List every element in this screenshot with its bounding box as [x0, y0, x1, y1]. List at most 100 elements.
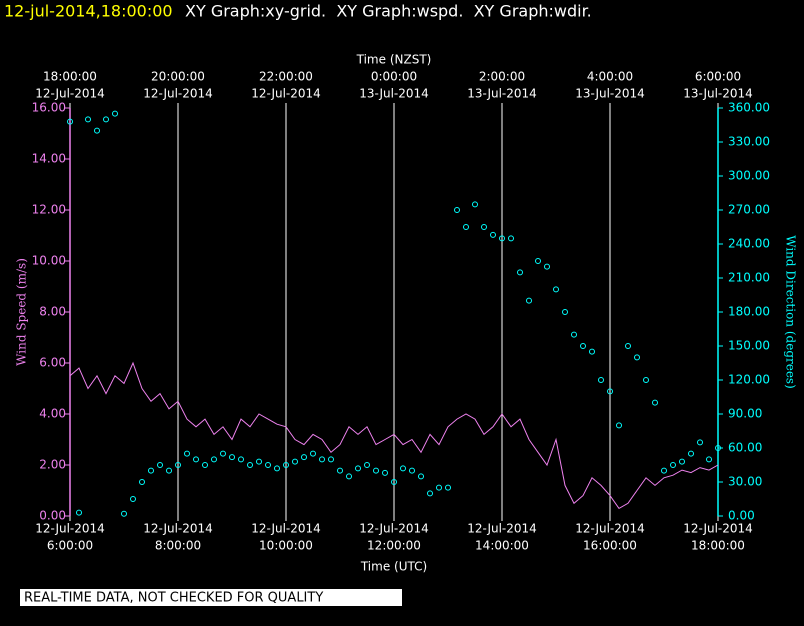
x-tick-label: 12-Jul-2014 [467, 522, 537, 536]
wind-direction-point [130, 496, 136, 502]
wind-direction-point [391, 479, 397, 485]
wind-direction-point [175, 462, 181, 468]
y2-tick-label: 270.00 [728, 203, 770, 217]
x2-tick-label: 0:00:00 [371, 70, 417, 84]
y2-tick-label: 300.00 [728, 169, 770, 183]
wind-direction-point [238, 456, 244, 463]
x-tick-label: 12-Jul-2014 [251, 522, 321, 536]
wind-direction-point [607, 388, 613, 395]
wind-direction-point [382, 469, 388, 476]
x-tick-label: 16:00:00 [583, 539, 637, 553]
wind-direction-point [598, 377, 604, 383]
wind-direction-point [310, 450, 316, 457]
x2-tick-label: 13-Jul-2014 [683, 87, 753, 101]
wind-direction-point [436, 484, 442, 491]
y2-tick-label: 330.00 [728, 135, 770, 149]
x-tick-label: 14:00:00 [475, 539, 529, 553]
wind-direction-point [220, 450, 226, 457]
y2-tick-label: 120.00 [728, 373, 770, 387]
wind-direction-point [463, 224, 469, 230]
wind-direction-point [526, 297, 532, 304]
wind-direction-point [544, 263, 550, 270]
wind-direction-point [85, 116, 91, 123]
x2-tick-label: 6:00:00 [695, 70, 741, 84]
wind-direction-point [202, 462, 208, 468]
y2-axis-title: Wind Direction (degrees) [784, 235, 798, 389]
wind-direction-point [193, 456, 199, 463]
wind-direction-point [184, 450, 190, 457]
wind-direction-point [157, 462, 163, 468]
x2-tick-label: 22:00:00 [259, 70, 313, 84]
y-tick-label: 8.00 [39, 305, 66, 319]
wind-direction-point [400, 465, 406, 472]
wind-direction-point [445, 484, 451, 491]
wind-direction-point [328, 456, 334, 463]
timestamp: 12-jul-2014,18:00:00 [4, 2, 173, 21]
wind-direction-point [76, 509, 82, 516]
wind-direction-point [139, 479, 145, 485]
wind-direction-point [94, 127, 100, 134]
x2-tick-label: 2:00:00 [479, 70, 525, 84]
x2-axis-title: Time (NZST) [356, 53, 432, 67]
wind-direction-point [274, 465, 280, 472]
wind-direction-point [499, 235, 505, 242]
quality-note: REAL-TIME DATA, NOT CHECKED FOR QUALITY [24, 591, 323, 606]
wind-direction-point [112, 110, 118, 117]
wind-direction-point [481, 224, 487, 230]
wind-direction-point [517, 269, 523, 276]
wind-direction-point [679, 458, 685, 465]
wind-direction-point [337, 467, 343, 474]
wind-direction-point [688, 450, 694, 457]
x-tick-label: 12-Jul-2014 [143, 522, 213, 536]
y2-tick-label: 60.00 [728, 441, 762, 455]
y-tick-label: 10.00 [32, 254, 66, 268]
wind-speed-line [69, 361, 719, 510]
x2-tick-label: 12-Jul-2014 [251, 87, 321, 101]
wind-direction-point [148, 467, 154, 474]
wind-direction-point [652, 399, 658, 406]
wind-direction-point [247, 462, 253, 468]
wind-direction-point [346, 473, 352, 480]
x-tick-label: 12-Jul-2014 [359, 522, 429, 536]
x2-tick-label: 13-Jul-2014 [575, 87, 645, 101]
wind-direction-point [580, 343, 586, 349]
y2-tick-label: 180.00 [728, 305, 770, 319]
y-tick-label: 0.00 [39, 509, 66, 523]
wind-direction-point [616, 422, 622, 429]
wind-direction-point [256, 458, 262, 465]
y2-tick-label: 210.00 [728, 271, 770, 285]
wind-direction-point [697, 439, 703, 446]
wind-direction-point [364, 462, 370, 468]
wind-direction-point [67, 118, 73, 125]
y2-tick-label: 90.00 [728, 407, 762, 421]
y2-tick-label: 30.00 [728, 475, 762, 489]
wind-direction-point [634, 354, 640, 361]
wind-direction-point [292, 458, 298, 465]
x2-tick-label: 20:00:00 [151, 70, 205, 84]
x2-tick-label: 13-Jul-2014 [467, 87, 537, 101]
x-tick-label: 12-Jul-2014 [35, 522, 105, 536]
y-tick-label: 12.00 [32, 203, 66, 217]
x-tick-label: 8:00:00 [155, 539, 201, 553]
wind-direction-point [427, 490, 433, 497]
wind-direction-point [661, 467, 667, 474]
y-tick-label: 16.00 [32, 101, 66, 115]
x2-tick-label: 4:00:00 [587, 70, 633, 84]
x-tick-label: 18:00:00 [691, 539, 745, 553]
wind-direction-point [715, 445, 721, 451]
wind-direction-point [508, 235, 514, 242]
wind-direction-point [490, 231, 496, 238]
wind-direction-point [229, 454, 235, 461]
wind-direction-point [625, 343, 631, 349]
wind-direction-point [643, 377, 649, 383]
wind-direction-point [319, 456, 325, 463]
wind-direction-point [211, 456, 217, 463]
x2-tick-label: 12-Jul-2014 [143, 87, 213, 101]
y2-tick-label: 360.00 [728, 101, 770, 115]
x2-tick-label: 13-Jul-2014 [359, 87, 429, 101]
wind-direction-point [121, 510, 127, 517]
wind-direction-point [355, 465, 361, 472]
y2-tick-label: 150.00 [728, 339, 770, 353]
wind-direction-point [706, 456, 712, 463]
y-tick-label: 6.00 [39, 356, 66, 370]
